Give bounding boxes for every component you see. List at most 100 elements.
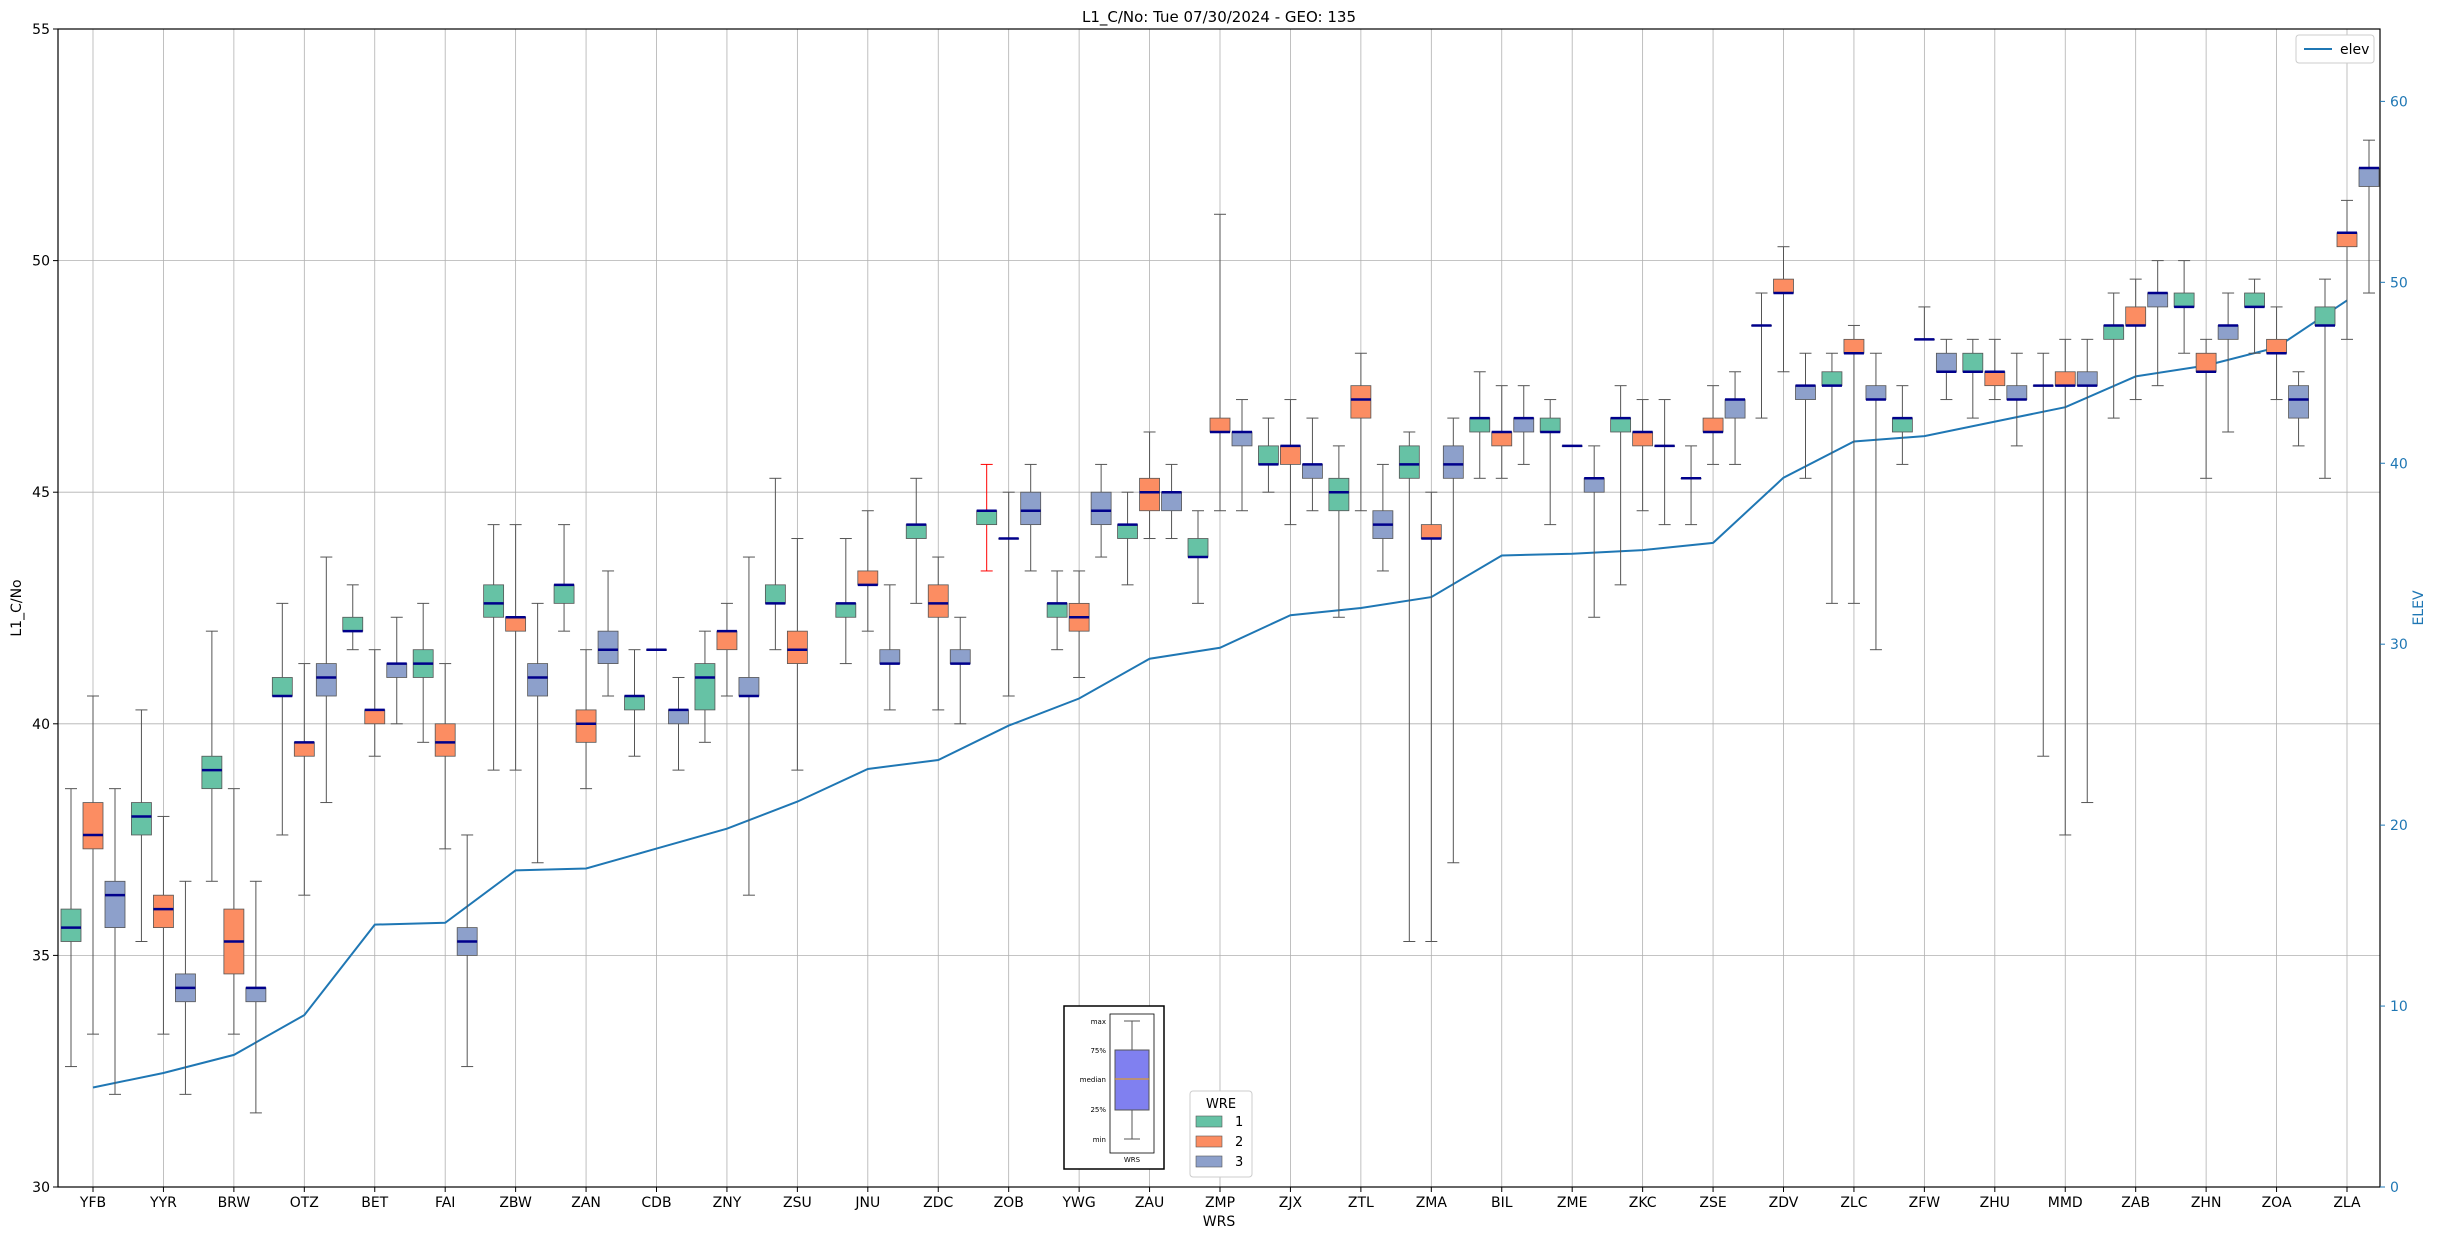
box-zfw-wre2	[1913, 306, 1935, 341]
box-zmp-wre1	[1187, 510, 1209, 604]
wre-legend: WRE 1 2 3	[1189, 1090, 1253, 1178]
box-iqr	[716, 630, 738, 651]
box-cdb-wre1	[624, 649, 645, 757]
box-zau-wre1	[1117, 491, 1138, 586]
x-tick-label-bil: BIL	[1491, 1195, 1513, 1211]
box-zoa-wre1	[2244, 278, 2265, 354]
box-ywg-wre1	[1046, 570, 1068, 651]
box-iqr	[1513, 417, 1535, 433]
wre-legend-swatch-1	[1195, 1115, 1223, 1128]
box-iqr	[694, 663, 716, 711]
box-iqr	[1231, 431, 1253, 447]
box-zbw-wre2	[505, 524, 527, 771]
wre-legend-swatch-3	[1195, 1155, 1223, 1168]
box-zau-wre3	[1161, 463, 1182, 540]
box-iqr	[1962, 352, 1984, 373]
box-fai-wre2	[434, 663, 456, 850]
box-iqr	[1724, 399, 1746, 419]
x-tick-label-ztl: ZTL	[1348, 1195, 1374, 1211]
box-iqr	[2358, 167, 2380, 187]
x-tick-label-zfw: ZFW	[1909, 1195, 1941, 1211]
box-iqr	[1935, 352, 1957, 373]
box-zla-wre2	[2336, 199, 2358, 340]
box-otz-wre3	[315, 556, 337, 804]
box-iqr	[2054, 371, 2076, 387]
box-zme-wre1	[1539, 399, 1561, 526]
box-zhn-wre1	[2173, 260, 2195, 354]
x-axis-ticks: YFB YYR BRW OTZ BET FAI ZBW ZAN CDB ZNY ZSU JNU ZDC Z…	[79, 1187, 2361, 1211]
x-tick-label-zse: ZSE	[1699, 1195, 1726, 1211]
y-tick-label-50: 50	[32, 254, 50, 270]
box-zlc-wre2	[1843, 324, 1865, 604]
box-yfb-wre2	[82, 695, 104, 1035]
box-iqr	[2125, 306, 2147, 326]
box-ywg-wre2	[1068, 570, 1090, 678]
x-axis-label: WRS	[1203, 1214, 1236, 1230]
box-zlc-wre1	[1821, 352, 1843, 604]
box-iqr	[857, 570, 879, 586]
box-iqr	[2147, 292, 2169, 308]
box-iqr	[1046, 602, 1068, 618]
box-iqr	[1984, 371, 2006, 387]
box-zsu-wre2	[786, 538, 808, 771]
box-iqr	[2288, 385, 2309, 419]
box-zhu-wre2	[1984, 338, 2006, 401]
box-jnu-wre1	[835, 538, 857, 665]
wre-legend-title: WRE	[1206, 1097, 1236, 1112]
box-ywg-wre3	[1090, 463, 1112, 558]
x-tick-label-otz: OTZ	[290, 1195, 319, 1211]
box-iqr	[905, 524, 927, 539]
box-zkc-wre2	[1632, 399, 1654, 512]
inset-xlabel: WRS	[1124, 1156, 1141, 1164]
box-plots	[60, 139, 2380, 1114]
box-iqr	[386, 663, 408, 678]
box-zbw-wre3	[527, 602, 549, 864]
box-zny-wre3	[738, 556, 760, 896]
box-zdv-wre2	[1773, 246, 1794, 373]
box-iqr	[668, 709, 689, 725]
box-zfw-wre3	[1935, 338, 1957, 401]
box-jnu-wre3	[879, 584, 901, 711]
box-iqr	[1469, 417, 1491, 433]
box-zob-wre1	[976, 463, 998, 572]
x-tick-label-yyr: YYR	[149, 1195, 177, 1211]
box-iqr	[505, 616, 527, 632]
box-zny-wre2	[716, 602, 738, 697]
wre-legend-label-1: 1	[1235, 1115, 1243, 1130]
x-tick-label-zlc: ZLC	[1840, 1195, 1867, 1211]
box-iqr	[1328, 477, 1350, 512]
y-axis-ticks: 30 35 40 45 50 55	[32, 22, 58, 1196]
box-iqr	[1891, 417, 1913, 433]
box-iqr	[927, 584, 949, 618]
inset-box	[1114, 1049, 1150, 1111]
box-fai-wre3	[456, 834, 478, 1068]
box-zmp-wre2	[1209, 213, 1231, 512]
box-zjx-wre3	[1302, 417, 1323, 512]
x-tick-label-ywg: YWG	[1062, 1195, 1096, 1211]
inset-axes	[1109, 1013, 1155, 1154]
box-iqr	[1161, 491, 1182, 512]
box-iqr	[1117, 524, 1138, 539]
box-brw-wre3	[245, 880, 267, 1114]
elev-legend-label: elev	[2340, 42, 2369, 58]
box-iqr	[624, 695, 645, 711]
box-iqr	[1702, 417, 1724, 433]
box-zab-wre3	[2147, 260, 2169, 387]
box-yfb-wre3	[104, 788, 126, 1095]
x-tick-label-zau: ZAU	[1135, 1195, 1164, 1211]
y2-tick-label-10: 10	[2390, 999, 2408, 1015]
box-iqr	[271, 677, 293, 697]
box-zme-wre3	[1583, 445, 1605, 618]
box-iqr	[60, 908, 82, 942]
box-iqr	[2266, 338, 2287, 354]
box-yyr-wre1	[131, 709, 152, 943]
box-zob-wre3	[1020, 463, 1042, 572]
box-iqr	[342, 616, 364, 632]
box-mmd-wre3	[2076, 338, 2098, 804]
x-tick-label-zkc: ZKC	[1629, 1195, 1657, 1211]
box-brw-wre1	[201, 630, 223, 882]
box-zhn-wre3	[2217, 292, 2239, 433]
box-iqr	[434, 723, 456, 757]
box-yyr-wre3	[175, 880, 196, 1095]
box-iqr	[2103, 325, 2125, 340]
